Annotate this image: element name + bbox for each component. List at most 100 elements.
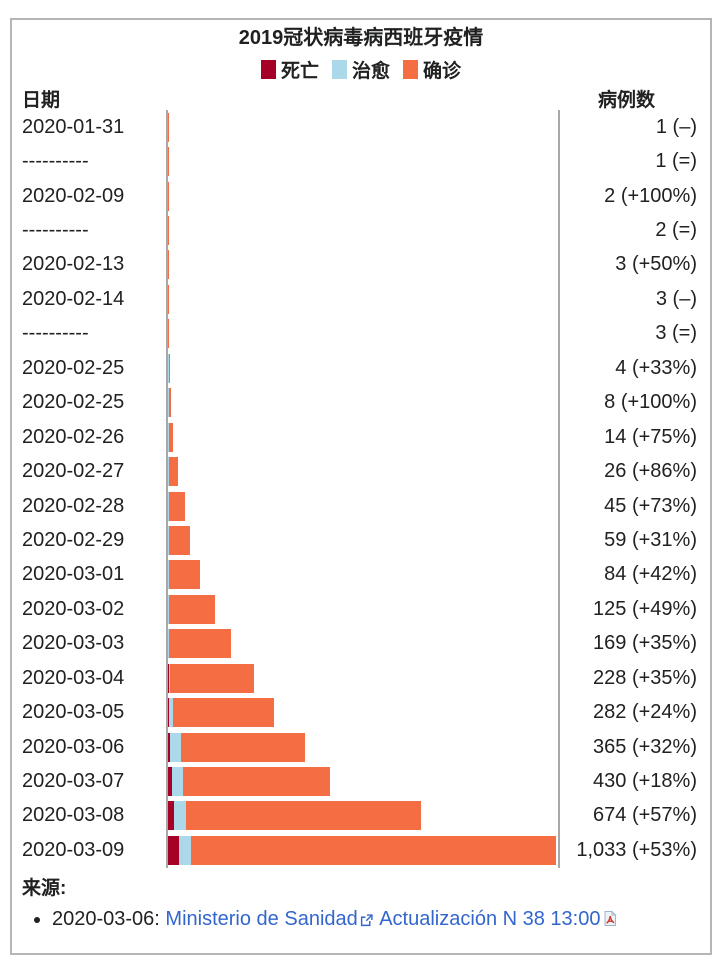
row-cases-value: 84 (+42%) (604, 563, 697, 586)
row-bar-track (166, 316, 560, 352)
stacked-bar (168, 181, 169, 211)
row-cases-value: 365 (+32%) (593, 735, 697, 758)
row-date: 2020-02-29 (22, 528, 125, 551)
row-bar-track (166, 213, 560, 248)
row-cases-value: 430 (+18%) (593, 770, 697, 793)
row-cases-value: 26 (+86%) (604, 460, 697, 483)
stacked-bar (168, 388, 171, 418)
legend-label-recovered: 治愈 (351, 60, 390, 82)
table-row: 2020-02-29 59 (+31%) (12, 523, 710, 558)
row-cases-value: 1,033 (+53%) (576, 838, 697, 861)
bar-segment-active (168, 250, 170, 280)
row-date: 2020-02-27 (22, 460, 125, 483)
row-cases-value: 3 (–) (655, 287, 697, 310)
row-bar-track (166, 695, 560, 730)
bar-segment-deaths (168, 732, 170, 762)
chart-title: 2019冠状病毒病西班牙疫情 (238, 27, 484, 49)
row-date: 2020-01-31 (22, 115, 125, 138)
row-bar-track (166, 144, 560, 179)
date-column-header: 日期 (22, 89, 61, 111)
row-date: 2020-02-25 (22, 356, 125, 379)
table-row: 2020-02-26 14 (+75%) (12, 419, 710, 455)
bar-segment-recovered (168, 594, 170, 624)
row-cases-value: 59 (+31%) (604, 528, 697, 551)
bar-segment-recovered (169, 698, 173, 728)
stacked-bar (168, 560, 200, 590)
source-list: 2020-03-06: Ministerio de Sanidad Actual… (12, 907, 710, 933)
table-row: 2020-02-25 4 (+33%) (12, 351, 710, 386)
stacked-bar (168, 422, 174, 452)
bar-segment-recovered (174, 801, 186, 831)
table-row: 2020-02-14 3 (–) (12, 282, 710, 317)
legend-label-confirmed: 确诊 (423, 60, 462, 82)
row-bar-track (166, 351, 560, 386)
row-cases-value: 1 (–) (655, 115, 697, 138)
table-row: 2020-02-09 2 (+100%) (12, 178, 710, 214)
row-bar-track (166, 557, 560, 593)
legend-item-deaths: 死亡 (260, 56, 319, 83)
row-date: 2020-02-14 (22, 287, 125, 310)
legend-label-deaths: 死亡 (280, 60, 319, 82)
rows-container: 2020-01-31 1 (–) ---------- 1 (=) 2020-02-09… (12, 110, 710, 868)
stacked-bar (168, 835, 556, 865)
stacked-bar (168, 767, 330, 797)
stacked-bar (168, 594, 215, 624)
stacked-bar (168, 698, 274, 728)
pdf-icon (602, 909, 618, 933)
row-bar-track (166, 626, 560, 661)
bar-segment-active (168, 284, 170, 314)
table-row: ---------- 3 (=) (12, 316, 710, 352)
row-bar-track (166, 419, 560, 455)
bar-segment-active (190, 835, 556, 865)
table-row: ---------- 2 (=) (12, 213, 710, 248)
bar-segment-active (168, 181, 169, 211)
row-date: 2020-02-26 (22, 425, 125, 448)
bar-segment-active (169, 629, 232, 659)
ministry-link[interactable]: Ministerio de Sanidad (165, 907, 358, 930)
stacked-bar (168, 629, 232, 659)
row-bar-track (166, 178, 560, 214)
deaths-swatch-icon (260, 59, 276, 79)
row-bar-track (166, 833, 560, 868)
bar-segment-recovered (168, 388, 170, 418)
chart-legend: 死亡 治愈 确诊 (12, 56, 710, 83)
bar-segment-recovered (169, 732, 182, 762)
stacked-bar (168, 732, 306, 762)
row-bar-track (166, 385, 560, 420)
row-date: ---------- (22, 322, 89, 345)
bar-segment-recovered (168, 560, 170, 590)
row-date: 2020-03-01 (22, 563, 125, 586)
bar-segment-active (169, 560, 200, 590)
row-bar-track (166, 764, 560, 799)
bar-segment-active (168, 216, 169, 246)
table-row: 2020-03-01 84 (+42%) (12, 557, 710, 593)
bar-segment-recovered (168, 422, 170, 452)
table-row: 2020-03-04 228 (+35%) (12, 661, 710, 696)
bar-segment-active (169, 457, 178, 487)
bar-segment-active (183, 767, 330, 797)
bar-segment-active (168, 319, 170, 349)
row-date: ---------- (22, 219, 89, 242)
source-item: 2020-03-06: Ministerio de Sanidad Actual… (52, 907, 710, 933)
external-link-icon (360, 909, 373, 933)
stacked-bar (168, 216, 169, 246)
row-bar-track (166, 798, 560, 834)
update-link[interactable]: Actualización N 38 13:00 (379, 907, 601, 930)
row-cases-value: 4 (+33%) (615, 356, 697, 379)
table-row: 2020-03-06 365 (+32%) (12, 729, 710, 765)
row-bar-track (166, 488, 560, 524)
bar-segment-active (181, 732, 306, 762)
table-header: 日期 病例数 (12, 87, 710, 111)
stacked-bar (168, 663, 254, 693)
row-cases-value: 3 (=) (655, 322, 697, 345)
legend-item-confirmed: 确诊 (403, 56, 461, 83)
table-row: 2020-02-28 45 (+73%) (12, 488, 710, 524)
row-bar-track (166, 454, 560, 489)
row-date: 2020-03-09 (22, 838, 125, 861)
row-cases-value: 2 (=) (655, 219, 697, 242)
table-row: ---------- 1 (=) (12, 144, 710, 179)
row-date: 2020-03-02 (22, 597, 125, 620)
chart-frame: 2019冠状病毒病西班牙疫情 死亡 治愈 确诊 日期 病例数 2020-01-3… (10, 18, 712, 955)
bar-segment-deaths (168, 801, 175, 831)
